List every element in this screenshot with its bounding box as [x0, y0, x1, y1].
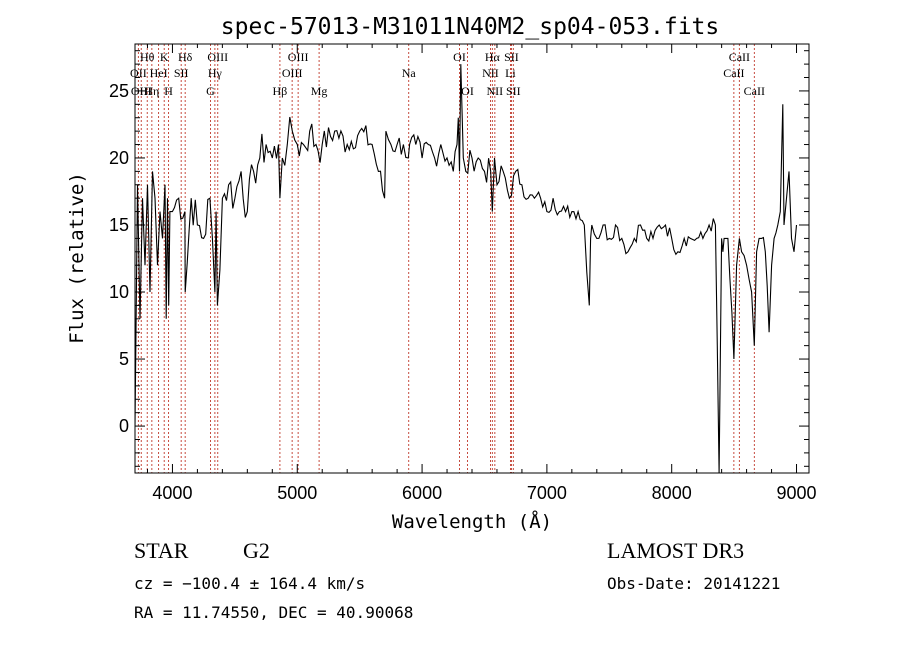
- redshift-velocity: cz = −100.4 ± 164.4 km/s: [134, 574, 366, 593]
- observation-date: Obs-Date: 20141221: [607, 574, 781, 593]
- y-tick-label: 25: [109, 81, 129, 101]
- line-label: OIII: [207, 50, 228, 64]
- line-label: Hβ: [273, 84, 288, 98]
- x-tick-label: 9000: [776, 483, 816, 503]
- object-class: STAR: [134, 538, 189, 563]
- line-label: Hη: [144, 84, 159, 98]
- y-tick-label: 5: [119, 349, 129, 369]
- x-tick-label: 7000: [527, 483, 567, 503]
- line-label: Hθ: [140, 50, 155, 64]
- line-label: NII: [487, 84, 504, 98]
- chart-title: spec-57013-M31011N40M2_sp04-053.fits: [221, 14, 720, 40]
- x-tick-label: 4000: [152, 483, 192, 503]
- line-label: SII: [506, 84, 521, 98]
- line-label: OII: [130, 66, 147, 80]
- x-tick-label: 6000: [402, 483, 442, 503]
- y-tick-label: 20: [109, 148, 129, 168]
- line-label: G: [206, 84, 215, 98]
- line-label: Na: [402, 66, 417, 80]
- line-label: CaII: [723, 66, 744, 80]
- line-label: Li: [505, 66, 516, 80]
- x-axis-label: Wavelength (Å): [392, 510, 552, 533]
- line-label: HeI: [150, 66, 168, 80]
- axis-ticks: [135, 44, 809, 473]
- spectrum-line: [135, 64, 798, 473]
- line-label: Hγ: [208, 66, 223, 80]
- line-label: Hα: [485, 50, 501, 64]
- plot-frame: [134, 43, 810, 474]
- line-label: Hδ: [178, 50, 193, 64]
- object-subclass: G2: [243, 538, 270, 563]
- line-label: OI: [453, 50, 466, 64]
- y-tick-label: 15: [109, 215, 129, 235]
- x-tick-label: 5000: [277, 483, 317, 503]
- axis-tick-labels: 4000 5000 6000 7000 8000 9000 0 5 10 15 20 25: [109, 81, 817, 503]
- line-label: SII: [504, 50, 519, 64]
- line-label: NII: [482, 66, 499, 80]
- x-tick-label: 8000: [652, 483, 692, 503]
- survey-name: LAMOST DR3: [607, 538, 745, 563]
- line-label: OIII: [288, 50, 309, 64]
- line-label: H: [164, 84, 173, 98]
- line-label: CaII: [744, 84, 765, 98]
- line-label: CaII: [729, 50, 750, 64]
- line-label: Mg: [311, 84, 328, 98]
- line-label: OIII: [282, 66, 303, 80]
- coordinates: RA = 11.74550, DEC = 40.90068: [134, 603, 414, 622]
- line-label: OI: [461, 84, 474, 98]
- line-label: K: [160, 50, 169, 64]
- spectral-line-markers: [137, 44, 755, 473]
- y-tick-label: 0: [119, 416, 129, 436]
- y-tick-label: 10: [109, 282, 129, 302]
- line-label: SII: [174, 66, 189, 80]
- y-axis-label: Flux (relative): [66, 172, 88, 344]
